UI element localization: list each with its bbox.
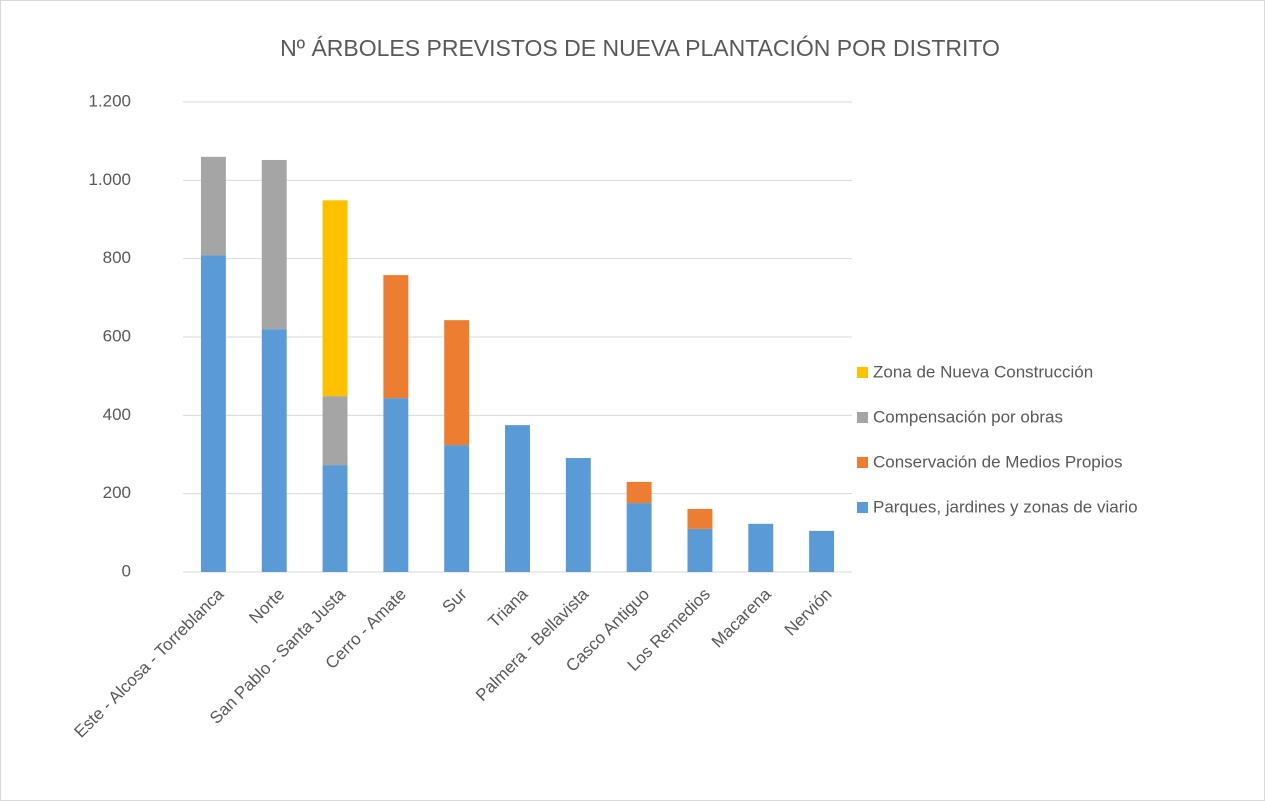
legend-swatch <box>857 367 868 378</box>
legend-label: Compensación por obras <box>873 407 1063 426</box>
y-tick-label: 800 <box>103 248 131 267</box>
legend-label: Conservación de Medios Propios <box>873 452 1122 471</box>
bar-segment <box>687 528 713 572</box>
bar-segment <box>383 275 409 399</box>
bar-segment <box>626 503 652 572</box>
y-tick-label: 200 <box>103 483 131 502</box>
y-tick-label: 1.000 <box>88 170 131 189</box>
legend-swatch <box>857 502 868 513</box>
bar-segment <box>444 445 470 572</box>
y-tick-label: 0 <box>122 561 131 580</box>
bar-segment <box>687 508 713 529</box>
bar-segment <box>200 255 226 573</box>
bar-segment <box>626 481 652 504</box>
bar-segment <box>748 523 774 572</box>
y-tick-label: 400 <box>103 405 131 424</box>
legend-label: Parques, jardines y zonas de viario <box>873 497 1138 516</box>
chart-title: Nº ÁRBOLES PREVISTOS DE NUEVA PLANTACIÓN… <box>280 35 1000 61</box>
bar-segment <box>383 398 409 572</box>
y-tick-label: 1.200 <box>88 91 131 110</box>
bar-segment <box>565 458 591 572</box>
bar-segment <box>505 425 530 572</box>
bar-segment <box>261 159 287 330</box>
bar-segment <box>200 156 226 256</box>
legend-swatch <box>857 412 868 423</box>
legend-swatch <box>857 457 868 468</box>
bar-segment <box>444 320 470 446</box>
bar-segment <box>322 396 348 466</box>
bar-segment <box>322 200 348 397</box>
legend-label: Zona de Nueva Construcción <box>873 362 1093 381</box>
bar-segment <box>261 329 287 572</box>
y-tick-label: 600 <box>103 326 131 345</box>
bar-segment <box>322 465 348 572</box>
bar-segment <box>809 530 835 572</box>
